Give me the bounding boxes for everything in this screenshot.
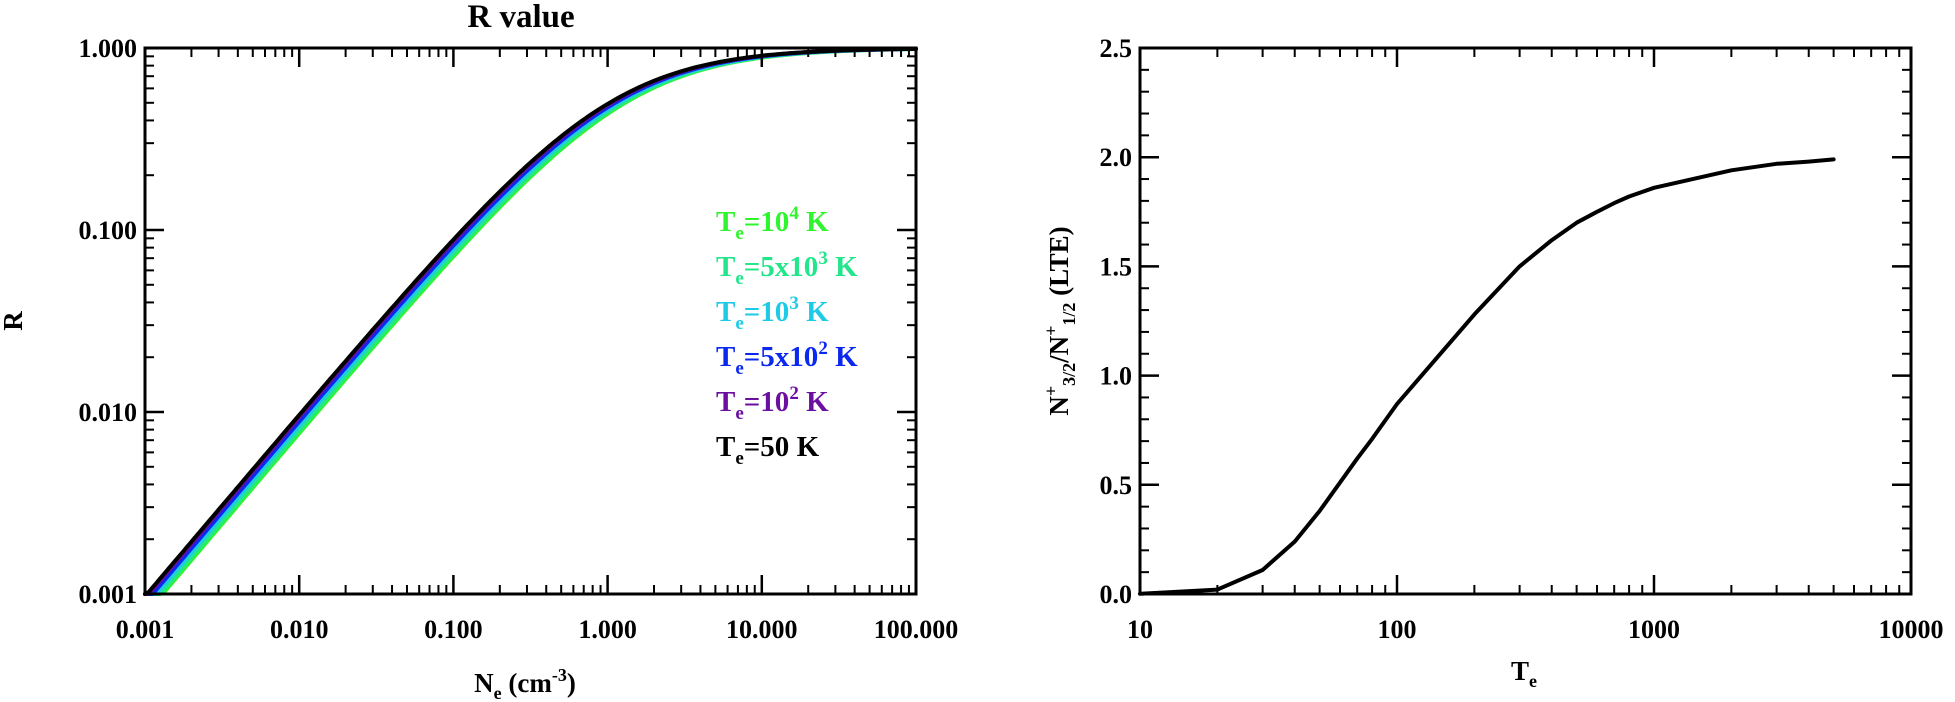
x-tick-label: 0.010 xyxy=(270,615,329,644)
lte-ratio-chart: 10 100 1000 10000 0.0 0.5 1.0 1.5 2.0 2.5 Te N+3… xyxy=(1041,34,1944,691)
x-tick-label: 1.000 xyxy=(578,615,637,644)
chart-title: R value xyxy=(467,0,574,35)
x-tick-label: 0.100 xyxy=(424,615,483,644)
legend-entry: Te=50 K xyxy=(716,431,820,469)
legend-entry: Te=5x102 K xyxy=(716,338,858,379)
x-tick-label: 100.000 xyxy=(874,615,959,644)
legend-entry: Te=104 K xyxy=(716,203,829,244)
y-axis-label: N+3/2/N+1/2 (LTE) xyxy=(1041,226,1079,415)
y-tick-labels: 0.0 0.5 1.0 1.5 2.0 2.5 xyxy=(1100,34,1133,609)
y-axis-label: R xyxy=(0,311,28,331)
legend-entry: Te=5x103 K xyxy=(716,248,858,289)
y-tick-label: 0.001 xyxy=(79,580,138,609)
legend: Te=104 KTe=5x103 KTe=103 KTe=5x102 KTe=1… xyxy=(716,203,858,469)
legend-entry: Te=102 K xyxy=(716,383,829,424)
x-tick-label: 100 xyxy=(1378,615,1417,644)
x-axis-label: Te xyxy=(1511,656,1537,691)
x-tick-label: 10000 xyxy=(1879,615,1944,644)
x-tick-label: 1000 xyxy=(1628,615,1680,644)
y-tick-label: 1.0 xyxy=(1100,362,1133,391)
y-tick-label: 0.0 xyxy=(1100,580,1133,609)
y-tick-labels: 0.001 0.010 0.100 1.000 xyxy=(79,34,138,609)
y-tick-label: 2.5 xyxy=(1100,34,1133,63)
series-lines xyxy=(143,46,918,596)
y-tick-label: 0.100 xyxy=(79,216,138,245)
x-axis-label: Ne (cm-3) xyxy=(474,665,576,702)
plot-frame xyxy=(1138,46,1913,596)
y-tick-label: 0.5 xyxy=(1100,471,1133,500)
x-tick-labels: 10 100 1000 10000 xyxy=(1127,615,1944,644)
x-tick-label: 0.001 xyxy=(116,615,175,644)
series-line xyxy=(143,46,918,596)
x-tick-labels: 0.001 0.010 0.100 1.000 10.000 100.000 xyxy=(116,615,959,644)
x-tick-label: 10.000 xyxy=(726,615,798,644)
series-line xyxy=(1138,157,1836,596)
plot-frame xyxy=(143,46,918,596)
r-value-chart: R value 0.001 0.010 0.100 1.000 10.000 100.00… xyxy=(0,0,958,702)
legend-entry: Te=103 K xyxy=(716,293,829,334)
axis-ticks xyxy=(1138,46,1913,596)
x-tick-label: 10 xyxy=(1127,615,1153,644)
y-tick-label: 1.5 xyxy=(1100,252,1133,281)
y-tick-label: 2.0 xyxy=(1100,143,1133,172)
series-lines xyxy=(1138,157,1836,596)
y-tick-label: 1.000 xyxy=(79,34,138,63)
y-tick-label: 0.010 xyxy=(79,398,138,427)
